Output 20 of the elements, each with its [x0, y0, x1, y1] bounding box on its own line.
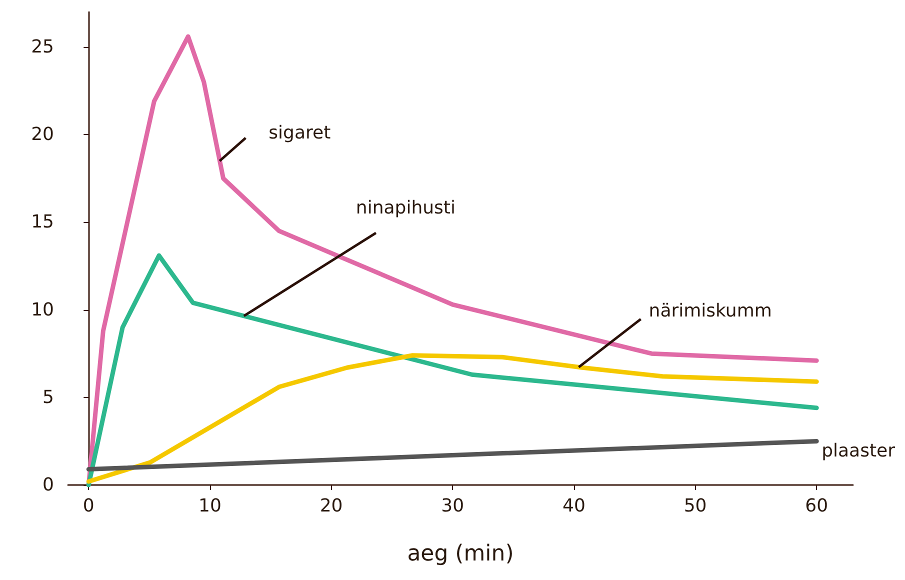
- x-tick-label: 30: [441, 496, 464, 516]
- y-tick-label: 5: [42, 386, 54, 408]
- line-series: [86, 253, 819, 488]
- y-tick-label: 15: [31, 212, 54, 233]
- x-tick-label: 0: [82, 496, 94, 516]
- y-tick-label: 10: [31, 299, 54, 320]
- x-tick-label: 10: [198, 496, 222, 516]
- x-tick-label: 50: [684, 496, 707, 516]
- x-tick-label: 60: [805, 496, 828, 516]
- x-tick-label: 20: [320, 496, 343, 516]
- x-axis-title: aeg (min): [407, 542, 514, 566]
- annotation: närimiskumm: [648, 300, 772, 322]
- y-tick-label: 0: [42, 474, 54, 496]
- x-tick-label: 40: [562, 496, 586, 516]
- annotation: ninapihusti: [356, 197, 456, 218]
- line-series: [86, 353, 819, 484]
- annotation: sigaret: [268, 122, 331, 144]
- y-tick-label: 25: [31, 36, 54, 58]
- annotation: plaaster: [822, 440, 896, 462]
- y-tick-label: 20: [31, 124, 54, 146]
